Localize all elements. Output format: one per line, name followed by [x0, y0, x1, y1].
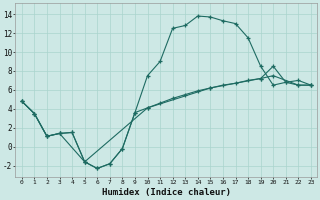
X-axis label: Humidex (Indice chaleur): Humidex (Indice chaleur): [102, 188, 231, 197]
